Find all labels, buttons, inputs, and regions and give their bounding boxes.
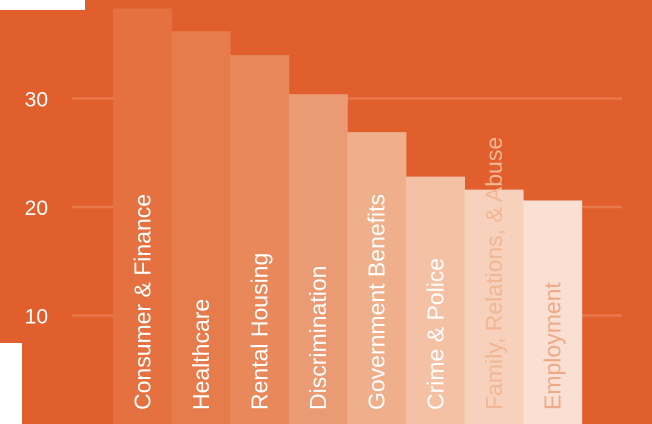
bar-rental-housing: [230, 55, 290, 424]
bar-employment: [523, 200, 583, 424]
y-axis-ticks: 10 20 30: [25, 89, 48, 329]
bar-label-discrimination: Discrimination: [305, 266, 331, 410]
bar-consumer-finance: [113, 8, 172, 424]
bar-labels: Consumer & Finance Healthcare Rental Housi…: [129, 137, 565, 410]
bar-label-employment: Employment: [540, 282, 566, 410]
white-corner-top: [0, 0, 85, 10]
bars: [113, 8, 583, 424]
bar-label-family-relations-abuse: Family, Relations, & Abuse: [481, 137, 507, 410]
y-tick-label-30: 30: [25, 89, 48, 112]
white-corner-bottom: [0, 343, 22, 424]
bar-label-government-benefits: Government Benefits: [364, 194, 390, 410]
bar-crime-police: [406, 176, 465, 424]
y-tick-label-20: 20: [25, 197, 48, 220]
y-tick-label-10: 10: [25, 306, 48, 329]
bar-label-healthcare: Healthcare: [188, 299, 214, 410]
bar-label-rental-housing: Rental Housing: [247, 253, 273, 410]
bar-label-consumer-finance: Consumer & Finance: [129, 194, 155, 410]
bar-label-crime-police: Crime & Police: [422, 258, 448, 410]
bar-government-benefits: [347, 132, 407, 424]
bar-family-relations-abuse: [464, 189, 524, 424]
bar-discrimination: [288, 94, 348, 424]
bar-healthcare: [171, 31, 231, 424]
